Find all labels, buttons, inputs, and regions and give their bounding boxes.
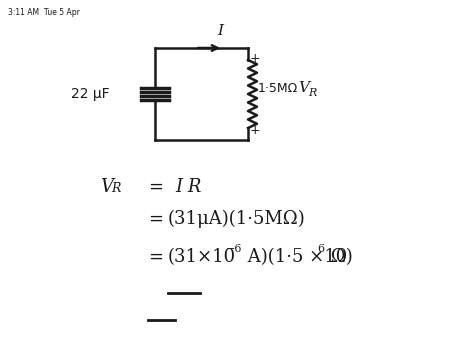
Text: −6: −6 — [226, 244, 243, 254]
Text: (31μA)(1·5MΩ): (31μA)(1·5MΩ) — [168, 210, 306, 228]
Text: Ω): Ω) — [325, 248, 353, 266]
Text: =: = — [148, 210, 163, 228]
Text: I R: I R — [175, 178, 201, 196]
Text: (31×10: (31×10 — [168, 248, 236, 266]
Text: R: R — [308, 88, 316, 98]
Text: =: = — [148, 178, 163, 196]
Text: 22 μF: 22 μF — [71, 87, 109, 101]
Text: 6: 6 — [317, 244, 324, 254]
Text: =: = — [148, 248, 163, 266]
Text: A)(1·5 ×10: A)(1·5 ×10 — [242, 248, 347, 266]
Text: +: + — [250, 124, 261, 137]
Text: 3:11 AM  Tue 5 Apr: 3:11 AM Tue 5 Apr — [8, 8, 80, 17]
Text: V: V — [100, 178, 113, 196]
Text: R: R — [111, 182, 120, 195]
Text: I: I — [217, 24, 223, 38]
Text: 1·5MΩ: 1·5MΩ — [258, 82, 298, 94]
Text: V: V — [298, 81, 309, 95]
Text: +: + — [250, 51, 261, 65]
